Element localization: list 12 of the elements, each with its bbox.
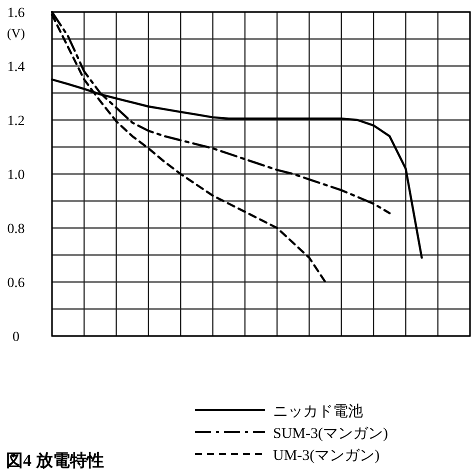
y-tick-label: 0 [12, 330, 20, 345]
y-tick-label: 1.2 [7, 114, 25, 129]
y-tick-label: 0.6 [7, 276, 25, 291]
y-tick-label: 1.6 [7, 6, 25, 21]
legend-label: SUM-3(マンガン) [273, 426, 388, 442]
legend-label: ニッカド電池 [273, 403, 363, 420]
y-tick-label: 0.8 [7, 222, 25, 237]
y-axis-title: (V) [6, 26, 26, 40]
y-tick-label: 1.4 [7, 60, 25, 75]
text: 図4 放電特性 [6, 451, 104, 470]
y-tick-label: 1.0 [7, 168, 25, 183]
legend-label: UM-3(マンガン) [273, 448, 380, 464]
